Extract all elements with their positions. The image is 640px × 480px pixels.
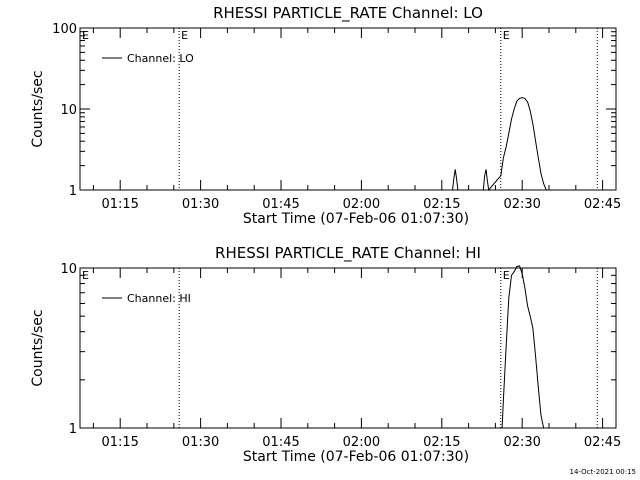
- legend-label: Channel: LO: [127, 52, 194, 65]
- x-tick-label: 01:45: [262, 435, 299, 450]
- corner-label: E: [82, 269, 89, 282]
- y-tick-label: 10: [60, 262, 77, 277]
- plot-frame: [79, 267, 617, 429]
- event-marker-label: E: [503, 269, 510, 282]
- chart-panel-1: RHESSI PARTICLE_RATE Channel: LO 01:15 01:…: [30, 4, 621, 227]
- series-line-channel-hi: [501, 265, 545, 429]
- x-axis-title: Start Time (07-Feb-06 01:07:30): [243, 211, 469, 227]
- chart-title: RHESSI PARTICLE_RATE Channel: LO: [213, 4, 483, 23]
- x-tick-label: 01:15: [101, 197, 138, 212]
- x-tick-label: 02:45: [584, 197, 621, 212]
- x-tick-label: 01:45: [262, 197, 299, 212]
- x-tick-label: 02:00: [343, 197, 380, 212]
- y-tick-label: 10: [60, 103, 77, 118]
- x-tick-label: 02:30: [503, 197, 540, 212]
- x-tick-label: 02:30: [503, 435, 540, 450]
- corner-label: E: [82, 29, 89, 42]
- x-axis-title: Start Time (07-Feb-06 01:07:30): [243, 449, 469, 465]
- x-tick-label: 02:15: [423, 435, 460, 450]
- event-marker-label: E: [181, 29, 188, 42]
- y-tick-label: 1: [69, 422, 77, 437]
- x-tick-label: 01:15: [101, 435, 138, 450]
- x-tick-label: 02:45: [584, 435, 621, 450]
- x-tick-label: 02:15: [423, 197, 460, 212]
- footer-timestamp: 14-Oct-2021 00:15: [570, 468, 636, 476]
- x-tick-label: 01:30: [182, 435, 219, 450]
- event-marker-label: E: [503, 29, 510, 42]
- chart-title: RHESSI PARTICLE_RATE Channel: HI: [215, 244, 481, 263]
- chart-panel-2: RHESSI PARTICLE_RATE Channel: HI 01:15 01:…: [30, 244, 621, 465]
- y-tick-label: 1: [69, 184, 77, 199]
- series-line-channel-lo: [452, 97, 549, 192]
- legend-label: Channel: HI: [127, 292, 191, 305]
- y-axis-title: Counts/sec: [30, 70, 46, 147]
- y-axis-title: Counts/sec: [30, 309, 46, 386]
- x-tick-label: 02:00: [343, 435, 380, 450]
- y-tick-label: 100: [52, 22, 77, 37]
- x-tick-label: 01:30: [182, 197, 219, 212]
